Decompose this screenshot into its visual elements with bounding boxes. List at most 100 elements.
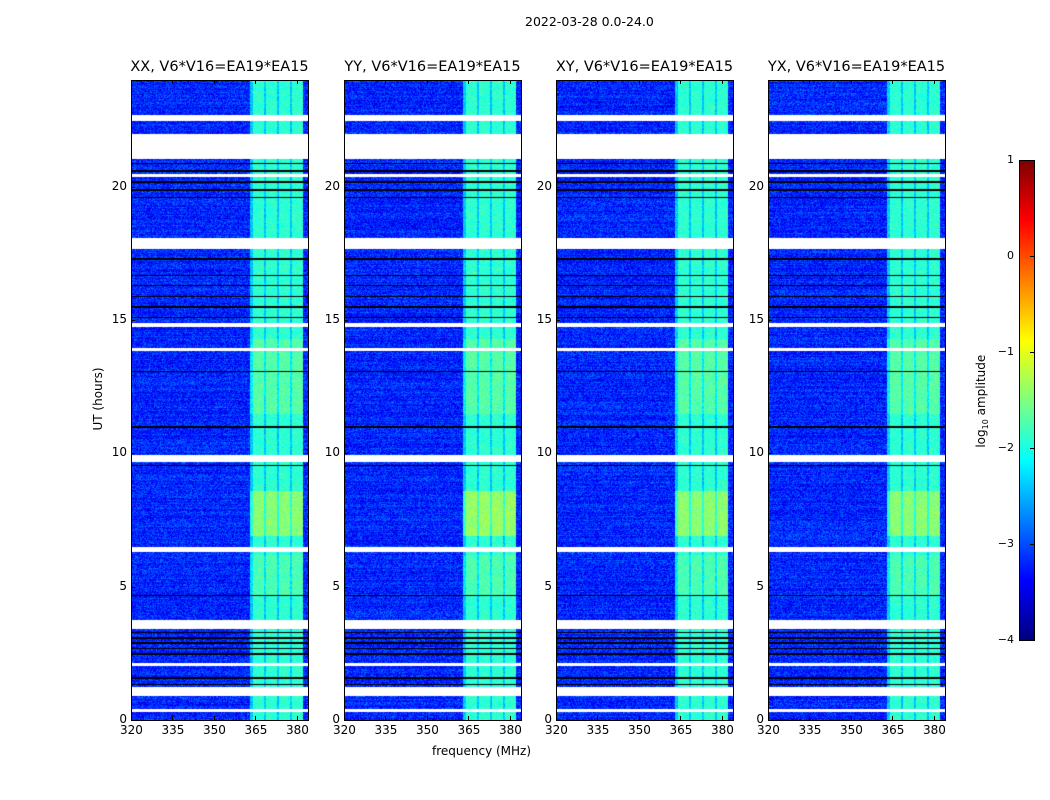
panel-title: XX, V6*V16=EA19*EA15 <box>130 59 309 75</box>
x-tick-label: 365 <box>457 723 481 737</box>
y-tick-label: 15 <box>111 312 127 326</box>
x-tick <box>933 716 935 720</box>
colorbar-tick <box>1030 544 1035 545</box>
y-tick-label: 5 <box>332 578 340 593</box>
x-tick <box>638 716 640 720</box>
x-tick <box>597 716 599 720</box>
colorbar-tick <box>1030 352 1035 353</box>
y-tick-label: 20 <box>111 178 127 193</box>
colorbar-tick-label: −2 <box>997 441 1014 454</box>
panel-title: YX, V6*V16=EA19*EA15 <box>767 59 946 75</box>
y-tick-label: 10 <box>111 445 127 460</box>
x-tick <box>468 716 470 720</box>
x-tick <box>809 80 811 84</box>
x-tick <box>426 716 428 720</box>
x-tick-label: 335 <box>586 723 610 737</box>
y-axis-label: UT (hours) <box>91 367 105 431</box>
x-tick-label: 320 <box>120 723 143 737</box>
x-tick <box>385 80 387 84</box>
x-tick-label: 350 <box>839 723 863 737</box>
x-tick-label: 320 <box>757 723 780 737</box>
heatmap-xx <box>131 80 308 720</box>
x-tick <box>809 716 811 720</box>
y-tick <box>344 186 348 188</box>
y-tick-label: 0 <box>332 712 340 726</box>
x-tick <box>892 716 894 720</box>
colorbar-tick-label: −4 <box>997 633 1014 646</box>
x-tick <box>213 716 215 720</box>
heatmap-xy <box>556 80 733 720</box>
x-tick <box>255 716 257 720</box>
y-tick <box>344 453 348 455</box>
y-tick <box>768 453 772 455</box>
x-tick <box>509 716 511 720</box>
y-tick-label: 20 <box>536 178 552 193</box>
y-tick <box>768 320 772 321</box>
y-tick <box>344 586 348 588</box>
x-tick-label: 350 <box>415 723 439 737</box>
colorbar-tick-label: 1 <box>1007 153 1014 166</box>
x-tick-label: 335 <box>374 723 398 737</box>
x-tick-label: 320 <box>333 723 356 737</box>
x-tick <box>426 80 428 84</box>
x-tick <box>850 716 852 720</box>
x-tick <box>296 716 298 720</box>
colorbar-tick <box>1030 640 1035 641</box>
x-tick <box>468 80 470 84</box>
colorbar-tick <box>1030 448 1035 449</box>
y-tick-label: 0 <box>756 712 764 726</box>
x-tick <box>344 80 345 84</box>
x-tick-label: 380 <box>710 723 734 737</box>
x-tick <box>556 716 557 720</box>
y-tick <box>131 320 135 321</box>
y-tick-label: 20 <box>324 178 340 193</box>
y-tick <box>768 186 772 188</box>
y-tick-label: 15 <box>748 312 764 326</box>
x-tick-label: 320 <box>545 723 568 737</box>
x-tick <box>721 80 723 84</box>
x-tick-label: 335 <box>161 723 185 737</box>
y-tick-label: 10 <box>324 445 340 460</box>
x-tick <box>172 80 174 84</box>
panel-title: XY, V6*V16=EA19*EA15 <box>555 59 734 75</box>
x-tick-label: 380 <box>922 723 946 737</box>
x-tick <box>213 80 215 84</box>
panel-title: YY, V6*V16=EA19*EA15 <box>344 59 521 75</box>
y-tick <box>344 320 348 321</box>
x-tick-label: 380 <box>285 723 309 737</box>
y-tick <box>556 453 560 455</box>
heatmap-yx <box>768 80 945 720</box>
y-tick <box>768 720 772 721</box>
y-tick-label: 10 <box>536 445 552 460</box>
heatmap-yy <box>344 80 521 720</box>
x-tick <box>131 80 132 84</box>
y-tick-label: 5 <box>119 578 127 593</box>
y-tick-label: 5 <box>756 578 764 593</box>
x-tick <box>638 80 640 84</box>
x-tick <box>768 80 769 84</box>
x-tick <box>296 80 298 84</box>
colorbar-label-rest: amplitude <box>973 354 988 420</box>
y-tick <box>768 586 772 588</box>
x-tick <box>768 716 769 720</box>
y-tick-label: 10 <box>748 445 764 460</box>
y-tick <box>344 720 348 721</box>
colorbar-label-main: log <box>973 429 988 448</box>
x-tick <box>255 80 257 84</box>
colorbar <box>1019 160 1034 640</box>
x-tick <box>680 716 682 720</box>
y-tick <box>556 586 560 588</box>
x-tick-label: 350 <box>627 723 651 737</box>
y-tick <box>131 186 135 188</box>
x-tick <box>721 716 723 720</box>
y-tick-label: 0 <box>119 712 127 726</box>
colorbar-tick-label: −3 <box>997 537 1014 550</box>
y-tick-label: 15 <box>324 312 340 326</box>
colorbar-tick-label: −1 <box>997 345 1014 358</box>
y-tick <box>556 720 560 721</box>
x-tick-label: 365 <box>881 723 905 737</box>
colorbar-tick <box>1030 256 1035 257</box>
y-tick-label: 0 <box>544 712 552 726</box>
x-tick <box>850 80 852 84</box>
